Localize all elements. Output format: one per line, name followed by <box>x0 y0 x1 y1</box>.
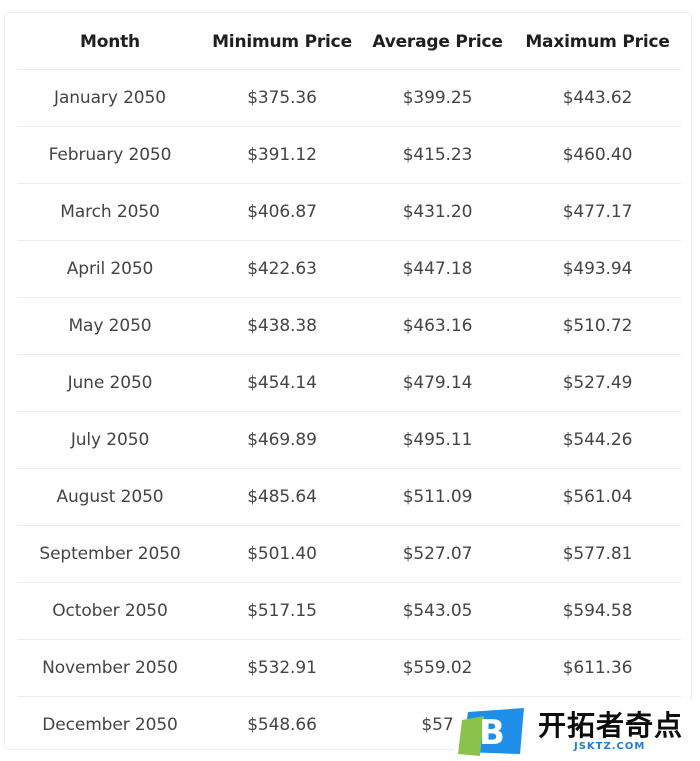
month-cell: May 2050 <box>17 297 203 355</box>
maximum-price-cell: $510.72 <box>514 297 681 355</box>
svg-text:B: B <box>479 713 505 753</box>
maximum-price-cell: $443.62 <box>514 69 681 127</box>
minimum-price-cell: $391.12 <box>203 126 361 184</box>
average-price-cell: $447.18 <box>361 240 514 298</box>
average-price-cell: $463.16 <box>361 297 514 355</box>
minimum-price-cell: $517.15 <box>203 582 361 640</box>
column-header-month: Month <box>80 32 140 52</box>
table-row: August 2050 $485.64 $511.09 $561.04 <box>17 468 681 526</box>
table-row: June 2050 $454.14 $479.14 $527.49 <box>17 354 681 412</box>
table-row: July 2050 $469.89 $495.11 $544.26 <box>17 411 681 469</box>
table-row: February 2050 $391.12 $415.23 $460.40 <box>17 126 681 184</box>
minimum-price-cell: $375.36 <box>203 69 361 127</box>
table-header-row: Month Minimum Price Average Price Maximu… <box>17 15 681 70</box>
table-row: April 2050 $422.63 $447.18 $493.94 <box>17 240 681 298</box>
month-cell: April 2050 <box>17 240 203 298</box>
minimum-price-cell: $406.87 <box>203 183 361 241</box>
average-price-cell: $543.05 <box>361 582 514 640</box>
minimum-price-cell: $485.64 <box>203 468 361 526</box>
column-header-minimum-price: Minimum Price <box>212 32 352 52</box>
maximum-price-cell: $594.58 <box>514 582 681 640</box>
column-header-average-price: Average Price <box>372 32 503 52</box>
minimum-price-cell: $501.40 <box>203 525 361 583</box>
average-price-cell: $415.23 <box>361 126 514 184</box>
month-cell: October 2050 <box>17 582 203 640</box>
table-row: October 2050 $517.15 $543.05 $594.58 <box>17 582 681 640</box>
brand-url: JSKTZ.COM <box>574 741 646 752</box>
average-price-cell: $479.14 <box>361 354 514 412</box>
minimum-price-cell: $469.89 <box>203 411 361 469</box>
table-body: January 2050 $375.36 $399.25 $443.62 Februar… <box>17 69 681 753</box>
month-cell: January 2050 <box>17 69 203 127</box>
brand-text: 开拓者奇点 <box>538 709 684 742</box>
maximum-price-cell: $544.26 <box>514 411 681 469</box>
maximum-price-cell: $527.49 <box>514 354 681 412</box>
average-price-cell: $431.20 <box>361 183 514 241</box>
month-cell: December 2050 <box>17 696 203 753</box>
maximum-price-cell: $477.17 <box>514 183 681 241</box>
table-row: January 2050 $375.36 $399.25 $443.62 <box>17 69 681 127</box>
month-cell: September 2050 <box>17 525 203 583</box>
average-price-cell: $559.02 <box>361 639 514 697</box>
month-cell: March 2050 <box>17 183 203 241</box>
maximum-price-cell: $611.36 <box>514 639 681 697</box>
average-price-cell: $527.07 <box>361 525 514 583</box>
maximum-price-cell: $577.81 <box>514 525 681 583</box>
minimum-price-cell: $438.38 <box>203 297 361 355</box>
month-cell: November 2050 <box>17 639 203 697</box>
table-row: November 2050 $532.91 $559.02 $611.36 <box>17 639 681 697</box>
price-table-card: Month Minimum Price Average Price Maximu… <box>4 12 692 753</box>
average-price-cell: $495.11 <box>361 411 514 469</box>
column-header-maximum-price: Maximum Price <box>525 32 670 52</box>
minimum-price-cell: $454.14 <box>203 354 361 412</box>
table-row: May 2050 $438.38 $463.16 $510.72 <box>17 297 681 355</box>
minimum-price-cell: $548.66 <box>203 696 361 753</box>
month-cell: August 2050 <box>17 468 203 526</box>
table-row: September 2050 $501.40 $527.07 $577.81 <box>17 525 681 583</box>
price-table: Month Minimum Price Average Price Maximu… <box>17 15 681 753</box>
maximum-price-cell: $561.04 <box>514 468 681 526</box>
minimum-price-cell: $532.91 <box>203 639 361 697</box>
average-price-cell: $399.25 <box>361 69 514 127</box>
month-cell: June 2050 <box>17 354 203 412</box>
month-cell: February 2050 <box>17 126 203 184</box>
watermark: B 开拓者奇点 JSKTZ.COM <box>454 700 700 761</box>
maximum-price-cell: $493.94 <box>514 240 681 298</box>
month-cell: July 2050 <box>17 411 203 469</box>
average-price-cell: $511.09 <box>361 468 514 526</box>
brand-logo-icon: B <box>458 708 524 756</box>
table-row: March 2050 $406.87 $431.20 $477.17 <box>17 183 681 241</box>
minimum-price-cell: $422.63 <box>203 240 361 298</box>
maximum-price-cell: $460.40 <box>514 126 681 184</box>
